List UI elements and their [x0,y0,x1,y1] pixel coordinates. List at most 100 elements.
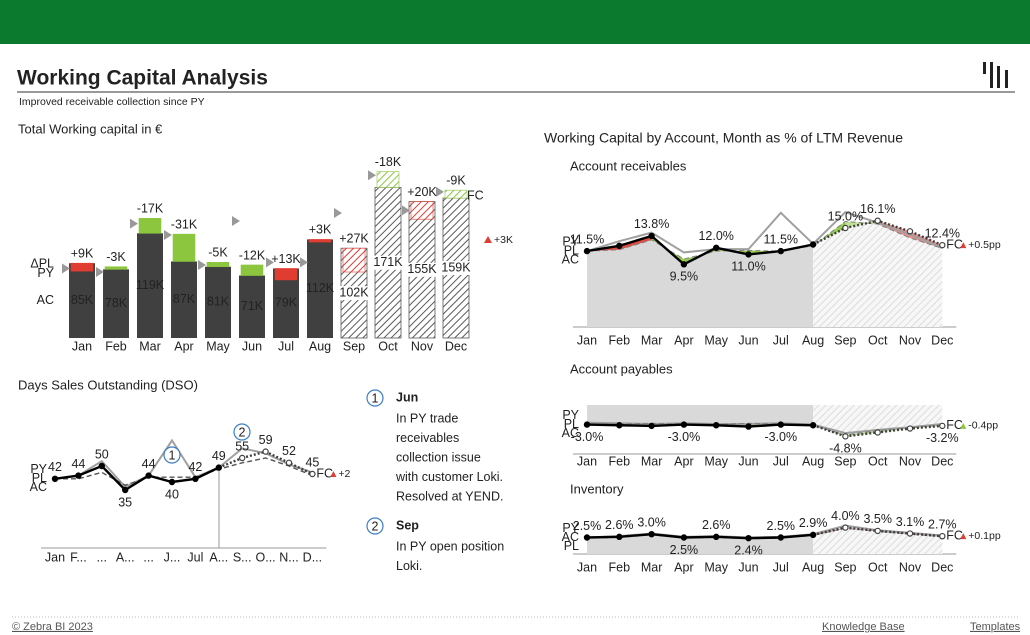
value-label: 87K [173,292,196,306]
value-label: -3.0% [764,430,797,444]
ac-point [616,422,623,429]
variance-bar [240,264,264,276]
fc-point [906,530,914,537]
value-label: 42 [48,460,62,474]
connector-line [218,456,243,469]
ac-point [648,531,655,538]
note-text: In PY open position [396,539,504,553]
chart-title: Account receivables [570,158,687,173]
page-subtitle: Improved receivable collection since PY [19,96,205,108]
note-text: Resolved at YEND. [396,489,503,503]
x-tick-label: Sep [834,560,856,574]
py-line [54,438,313,489]
connector-line [812,526,846,537]
footer-link[interactable]: Templates [970,621,1021,633]
ac-point [680,534,688,541]
x-tick-label: Feb [609,560,631,574]
bar [69,263,95,338]
ac-point [145,472,152,479]
x-tick-label: Jun [738,454,758,468]
ac-point [745,423,752,430]
py-marker [62,263,70,274]
x-tick-label: Jan [577,454,597,468]
x-tick-label: Jul [773,333,789,347]
section-title: Working Capital by Account, Month as % o… [544,130,903,146]
x-tick-label: Jul [278,339,294,353]
x-tick-label: Dec [931,454,953,468]
x-tick-label: ... [97,550,107,564]
value-label: 159K [441,260,471,274]
variance-annotation: +3K [494,234,513,246]
legend-label: PY [562,234,579,248]
value-label: 42 [188,460,202,474]
fc-point [939,532,946,540]
x-tick-label: May [704,333,728,347]
value-label: 15.0% [828,209,863,223]
fc-point [874,429,881,436]
legend-label: PL [32,471,47,485]
variance-label: +20K [407,185,437,199]
variance-bar [206,262,230,268]
logo [983,62,1008,88]
footer-link[interactable]: Knowledge Base [822,621,905,633]
note-number: 2 [372,519,379,533]
bar [171,261,197,338]
x-tick-label: May [704,454,728,468]
variance-marker [960,533,967,540]
value-label: -3.0% [571,430,604,444]
ac-point [809,531,817,539]
value-label: 78K [105,296,128,310]
note-text: with customer Loki. [395,470,503,484]
value-label: 2.6% [605,518,634,532]
ac-point [192,475,199,482]
variance-annotation: +0.1pp [968,530,1001,542]
value-label: -3.2% [926,431,959,445]
x-tick-label: D... [303,550,322,564]
x-tick-label: Apr [674,333,693,347]
value-label: 171K [373,255,403,269]
x-tick-label: Feb [609,454,631,468]
variance-bar [70,262,94,272]
variance-bar [376,171,400,188]
x-tick-label: Jan [45,550,65,564]
value-label: 2.7% [928,517,957,531]
legend-label: ΔPL [30,256,54,270]
callout-number: 1 [169,448,176,462]
ac-point [680,421,688,428]
x-tick-label: May [206,339,230,353]
legend-label: PY [562,521,579,535]
x-tick-label: Oct [868,454,888,468]
value-label: 85K [71,293,94,307]
x-tick-label: Nov [899,333,922,347]
ac-line [586,532,814,540]
x-tick-label: Jun [738,560,758,574]
note-text: receivables [396,431,459,445]
ac-point [777,421,785,428]
variance-label: -31K [171,217,198,231]
legend-label: FC [946,237,963,251]
legend-label: PY [562,408,579,422]
x-tick-label: Jul [773,454,789,468]
ac-area [587,405,814,427]
fc-area [845,220,943,327]
fc-point [939,241,946,249]
fc-line [845,219,943,247]
fc-point [238,454,246,462]
x-tick-label: Jan [577,333,597,347]
fc-point [842,224,849,232]
value-label: 40 [165,487,179,501]
py-marker [232,215,240,226]
x-tick-label: Nov [411,339,434,353]
value-label: 2.9% [799,516,828,530]
x-tick-label: Oct [868,560,888,574]
pl-line [586,422,943,436]
variance-marker [330,471,337,477]
py-marker [164,230,172,241]
x-tick-label: Aug [309,339,331,353]
ac-point [121,486,129,494]
ac-area [587,235,814,327]
callout-number: 2 [239,425,246,439]
value-label: 49 [212,449,226,463]
x-tick-label: Aug [802,333,824,347]
